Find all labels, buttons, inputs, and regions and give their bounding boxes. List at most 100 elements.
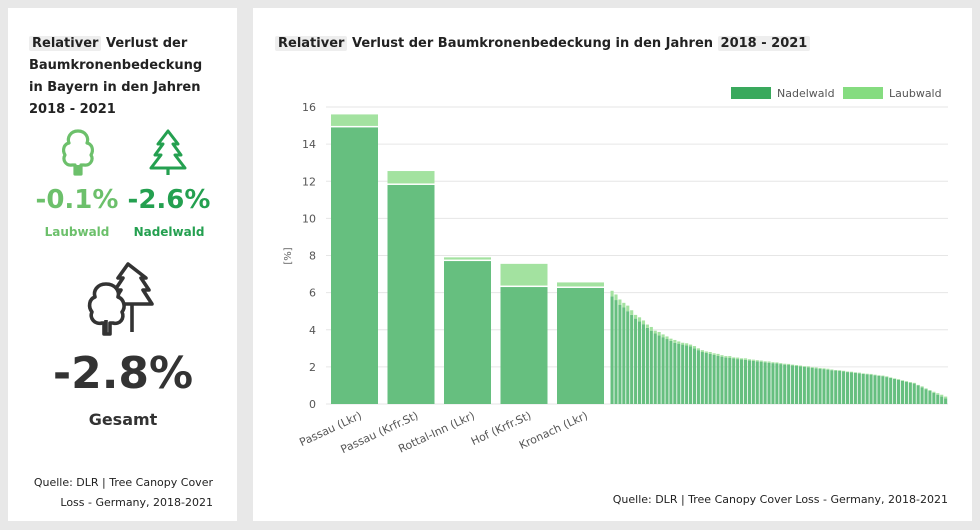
chart-title-highlight-1: Relativer: [275, 36, 348, 51]
bar-nadelwald: [331, 127, 378, 404]
bar-laubwald: [798, 365, 802, 367]
bar-nadelwald: [838, 370, 842, 404]
bar-nadelwald: [944, 398, 948, 404]
bar-laubwald: [641, 320, 646, 325]
bar-laubwald: [787, 363, 791, 366]
bar-nadelwald: [759, 361, 763, 404]
bar-nadelwald: [889, 378, 893, 404]
summary-source: Quelle: DLR | Tree Canopy Cover Loss - G…: [33, 476, 213, 509]
bar-laubwald: [794, 365, 799, 366]
bar-nadelwald: [637, 321, 642, 404]
bar-nadelwald: [614, 300, 618, 404]
bar-laubwald: [802, 366, 806, 367]
nadelwald-percentage: -2.6%: [127, 185, 211, 215]
bar-laubwald: [849, 371, 854, 373]
bar-nadelwald: [771, 363, 775, 404]
bar-laubwald: [783, 363, 787, 365]
bar-laubwald: [775, 362, 779, 364]
bar-laubwald: [869, 373, 873, 375]
bar-laubwald: [724, 356, 728, 358]
bar-laubwald: [610, 290, 614, 297]
bar-laubwald: [649, 326, 653, 331]
bar-laubwald: [500, 263, 548, 286]
bar-nadelwald: [681, 344, 685, 404]
bar-nadelwald: [557, 287, 604, 404]
bar-laubwald: [845, 371, 850, 373]
summary-title-rest: Verlust der Baumkronenbedeckung in Bayer…: [29, 36, 203, 117]
y-tick-label: 10: [302, 212, 316, 225]
bar-laubwald: [908, 382, 912, 383]
bar-nadelwald: [873, 375, 877, 404]
chart-title-middle: Verlust der Baumkronenbedeckung in den J…: [347, 36, 718, 51]
bar-nadelwald: [708, 353, 712, 404]
bar-nadelwald: [810, 367, 814, 404]
bar-laubwald: [834, 370, 838, 371]
bar-nadelwald: [822, 369, 826, 404]
bar-nadelwald: [728, 357, 732, 404]
bar-laubwald: [692, 346, 697, 349]
bar-laubwald: [653, 330, 657, 334]
bar-nadelwald: [767, 362, 771, 404]
nadelwald-label: Nadelwald: [133, 225, 205, 239]
bar-nadelwald: [732, 358, 736, 404]
bar-laubwald: [759, 360, 763, 362]
bar-laubwald: [645, 324, 649, 328]
y-axis-label: [%]: [283, 247, 294, 264]
bar-laubwald: [708, 352, 712, 354]
bar-laubwald: [944, 396, 948, 399]
bar-nadelwald: [724, 357, 728, 404]
bar-nadelwald: [622, 307, 626, 404]
bar-nadelwald: [700, 352, 704, 404]
bar-nadelwald: [794, 365, 799, 404]
bar-nadelwald: [893, 378, 897, 404]
bar-laubwald: [700, 350, 704, 353]
bar-laubwald: [924, 388, 928, 390]
bar-laubwald: [838, 370, 842, 371]
bar-nadelwald: [743, 359, 748, 404]
bar-laubwald: [557, 282, 604, 287]
bar-laubwald: [688, 344, 693, 347]
bar-nadelwald: [904, 381, 908, 404]
bar-nadelwald: [387, 184, 435, 404]
bar-laubwald: [830, 369, 834, 371]
bar-laubwald: [637, 317, 642, 322]
bar-nadelwald: [669, 340, 673, 404]
bar-nadelwald: [610, 296, 614, 404]
bar-nadelwald: [661, 337, 665, 404]
bar-laubwald: [893, 378, 897, 379]
bar-nadelwald: [791, 365, 795, 404]
bar-laubwald: [857, 372, 861, 374]
bar-nadelwald: [673, 342, 677, 404]
laubwald-percentage: -0.1%: [35, 185, 119, 215]
bar-laubwald: [877, 375, 881, 376]
bar-nadelwald: [692, 348, 697, 404]
y-tick-label: 14: [302, 138, 316, 151]
bar-nadelwald: [696, 350, 700, 404]
deciduous-tree-icon: [56, 128, 100, 180]
summary-title: Relativer Verlust der Baumkronenbedeckun…: [29, 33, 219, 121]
bar-laubwald: [896, 379, 901, 380]
bar-nadelwald: [936, 394, 940, 404]
bar-nadelwald: [861, 373, 865, 404]
bar-nadelwald: [845, 372, 850, 404]
y-tick-label: 12: [302, 175, 316, 188]
bar-laubwald: [822, 368, 826, 370]
bar-laubwald: [720, 355, 724, 357]
bar-laubwald: [736, 357, 740, 360]
bar-nadelwald: [920, 387, 924, 404]
bar-nadelwald: [444, 261, 491, 404]
bar-nadelwald: [912, 383, 916, 404]
bar-nadelwald: [736, 359, 740, 404]
bar-laubwald: [818, 367, 822, 369]
bar-laubwald: [740, 358, 744, 360]
bar-nadelwald: [634, 318, 638, 404]
bar-nadelwald: [818, 368, 822, 404]
bar-nadelwald: [940, 396, 944, 404]
bar-nadelwald: [688, 346, 693, 404]
bar-nadelwald: [500, 287, 548, 404]
bar-laubwald: [814, 367, 818, 369]
bar-laubwald: [763, 361, 767, 363]
bar-laubwald: [861, 373, 865, 374]
bar-laubwald: [928, 390, 932, 392]
